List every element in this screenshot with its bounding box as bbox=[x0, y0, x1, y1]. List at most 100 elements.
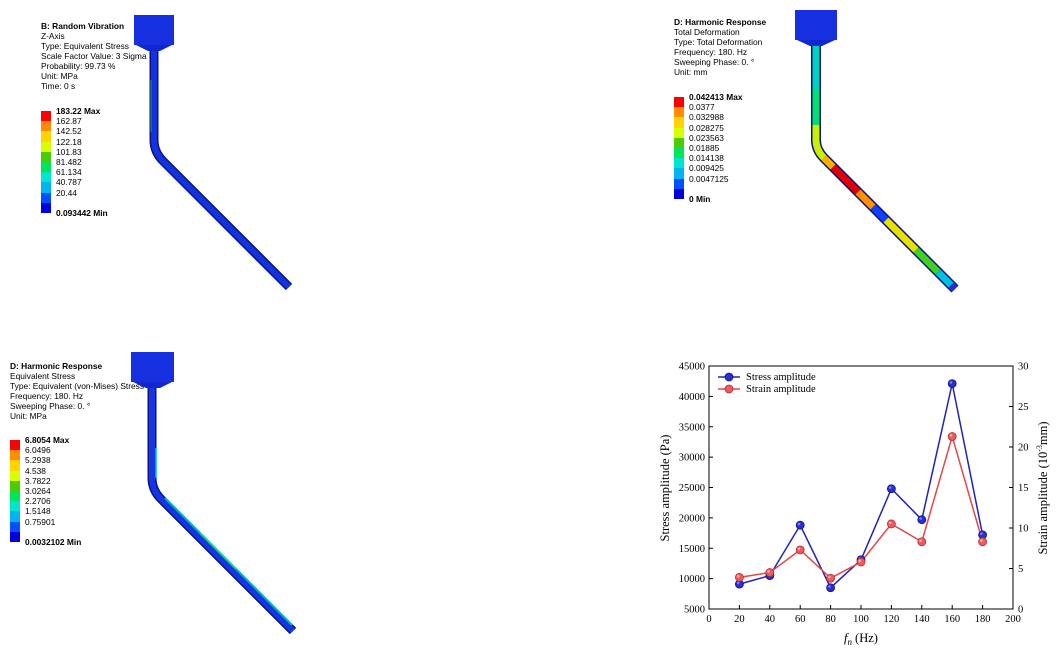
legend-swatch bbox=[41, 182, 51, 193]
legend-label: 0.009425 bbox=[689, 163, 724, 174]
legend-swatch bbox=[10, 460, 20, 471]
x-tick-label: 80 bbox=[825, 614, 836, 625]
series-1-point bbox=[917, 515, 927, 525]
y-left-tick-label: 30000 bbox=[679, 453, 705, 464]
y-axis-left-label: Stress amplitude (Pa) bbox=[658, 435, 672, 542]
series-2-point bbox=[795, 545, 805, 555]
series-2-point-highlight bbox=[858, 559, 862, 563]
series-1-point-highlight bbox=[919, 517, 922, 520]
rv-clamp-cone bbox=[136, 45, 172, 51]
series-2-point bbox=[856, 557, 866, 567]
x-tick-label: 160 bbox=[944, 614, 960, 625]
hd-seg-8 bbox=[883, 217, 919, 253]
x-tick-label: 120 bbox=[884, 614, 900, 625]
hd-seg-7 bbox=[870, 204, 889, 223]
hs-pipe-face bbox=[149, 388, 296, 634]
y-right-tick-label: 20 bbox=[1018, 443, 1029, 454]
series-2-point bbox=[826, 573, 836, 583]
y-axis-right-ticks: 0 5 10 15 20 25 30 bbox=[1009, 362, 1029, 616]
series-1-point bbox=[947, 379, 957, 389]
y2-label-end: mm) bbox=[1036, 421, 1050, 445]
series-2-point bbox=[765, 568, 775, 577]
series-1-point-highlight bbox=[797, 522, 801, 526]
x-tick-label: 40 bbox=[765, 614, 776, 625]
x-tick-label: 0 bbox=[706, 614, 711, 625]
hd-line-5: Unit: mm bbox=[674, 67, 708, 77]
rv-line-3: Scale Factor Value: 3 Sigma bbox=[41, 51, 147, 61]
legend-swatch bbox=[10, 511, 20, 522]
rv-line-5: Unit: MPa bbox=[41, 71, 78, 81]
series-2-point-highlight bbox=[736, 574, 740, 578]
hs-line-5: Unit: MPa bbox=[10, 411, 47, 421]
x-axis-ticks: 0 20 40 60 80 100 120 140 160 180 200 bbox=[706, 605, 1021, 625]
series-2-point-highlight bbox=[888, 521, 892, 525]
harmonic-deformation-panel: D: Harmonic Response Total Deformation T… bbox=[528, 0, 1056, 328]
hs-model bbox=[131, 352, 297, 635]
hd-seg-5 bbox=[830, 164, 861, 195]
rv-info: B: Random Vibration Z-Axis Type: Equival… bbox=[41, 21, 147, 91]
y-right-tick-label: 30 bbox=[1018, 362, 1029, 373]
legend-swatch bbox=[674, 97, 684, 108]
rv-line-4: Probability: 99.73 % bbox=[41, 61, 116, 71]
hd-seg-9 bbox=[913, 247, 941, 275]
rv-model bbox=[134, 15, 293, 291]
series-1-point-highlight bbox=[888, 486, 892, 489]
y-left-tick-label: 15000 bbox=[679, 544, 705, 555]
series-2-point-highlight bbox=[767, 570, 770, 573]
x-label-main: f bbox=[844, 631, 849, 645]
legend-swatch bbox=[10, 490, 20, 502]
series-2-point-highlight bbox=[980, 539, 983, 542]
y-left-tick-label: 5000 bbox=[684, 605, 705, 616]
x-axis-label: fn (Hz) bbox=[844, 631, 878, 647]
legend-label: 5.2938 bbox=[25, 455, 51, 466]
legend-swatch bbox=[674, 158, 684, 169]
legend-swatch bbox=[41, 202, 51, 213]
legend-label: 0.023563 bbox=[689, 132, 724, 143]
legend-swatch bbox=[10, 501, 20, 512]
legend-label-min: 0.093442 Min bbox=[56, 207, 108, 218]
series-1-point bbox=[886, 484, 896, 494]
hd-info: D: Harmonic Response Total Deformation T… bbox=[674, 17, 766, 77]
y-right-tick-label: 10 bbox=[1018, 524, 1029, 535]
y-right-tick-label: 15 bbox=[1018, 483, 1029, 494]
hd-seg-4 bbox=[821, 155, 836, 170]
hd-seg-tip bbox=[948, 282, 958, 292]
y-right-tick-label: 5 bbox=[1018, 564, 1023, 575]
legend-label: 3.7822 bbox=[25, 475, 51, 486]
legend-swatch bbox=[41, 131, 51, 142]
legend-swatch bbox=[41, 192, 51, 203]
legend-swatch bbox=[674, 117, 684, 128]
series-1-point-highlight bbox=[980, 532, 983, 535]
legend-label-min: 0.0032102 Min bbox=[25, 536, 82, 547]
x-tick-label: 200 bbox=[1005, 614, 1021, 625]
legend-label: 0.0047125 bbox=[689, 173, 729, 184]
legend-label: 142.52 bbox=[56, 126, 82, 137]
hs-line-3: Frequency: 180. Hz bbox=[10, 391, 84, 401]
legend-label: 0.01885 bbox=[689, 142, 720, 153]
series-2-point bbox=[978, 537, 988, 547]
x-tick-label: 180 bbox=[975, 614, 991, 625]
hd-line-3: Frequency: 180. Hz bbox=[674, 47, 748, 57]
legend-label: 162.87 bbox=[56, 116, 82, 127]
hs-pipe-hint-3 bbox=[199, 532, 237, 570]
series-2-point bbox=[917, 537, 927, 547]
legend-swatch bbox=[41, 111, 51, 122]
y-axis-right-label: Strain amplitude (10-3mm) bbox=[1035, 421, 1050, 554]
legend-swatch bbox=[10, 470, 20, 481]
hd-line-4: Sweeping Phase: 0. ° bbox=[674, 57, 755, 67]
legend-strain-marker bbox=[724, 384, 734, 394]
legend-swatch bbox=[41, 172, 51, 183]
y-left-tick-label: 40000 bbox=[679, 392, 705, 403]
random-vibration-panel: B: Random Vibration Z-Axis Type: Equival… bbox=[0, 0, 528, 328]
series-2-point-highlight bbox=[949, 433, 953, 437]
hd-seg-3 bbox=[812, 125, 827, 161]
series-layer bbox=[734, 379, 988, 593]
legend-label: 6.0496 bbox=[25, 445, 51, 456]
legend-label: 0.014138 bbox=[689, 153, 724, 164]
y2-label-sup: -3 bbox=[1035, 445, 1044, 452]
legend-label: 0.028275 bbox=[689, 122, 724, 133]
legend-label: 4.538 bbox=[25, 465, 46, 476]
series-2-point bbox=[886, 519, 896, 529]
legend-label: 81.482 bbox=[56, 156, 82, 167]
chart-legend: Stress amplitude Strain amplitude bbox=[718, 372, 816, 395]
